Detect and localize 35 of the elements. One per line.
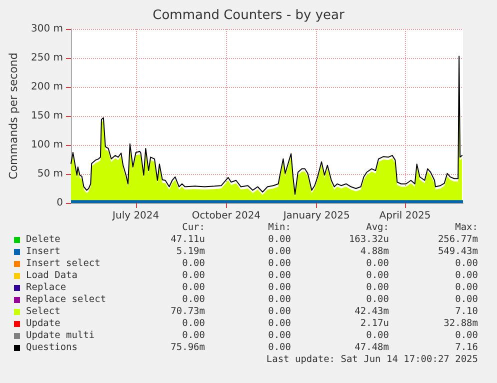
text: 0.00 0.00 0.00 0.00: [182, 282, 478, 293]
y-tick-label: 50 m: [37, 168, 63, 180]
x-tick-label: July 2024: [112, 210, 160, 222]
text: Cur: Min: Avg: Max:: [182, 222, 478, 233]
text: 47.11u 0.00 163.32u 256.77m: [170, 234, 478, 245]
x-tick-label: October 2024: [192, 210, 261, 222]
legend-label: Insert select: [26, 258, 100, 269]
legend-label: Update multi: [26, 330, 95, 341]
y-tick-label: 200 m: [30, 82, 63, 92]
text: 5.19m 0.00 4.88m 549.43m: [176, 246, 478, 257]
legend-label: Replace select: [26, 294, 106, 305]
x-tick-label: January 2025: [282, 210, 350, 222]
legend-label: Replace: [26, 282, 66, 293]
y-axis-title: Commands per second: [7, 52, 20, 180]
y-tick-label: 300 m: [30, 24, 63, 34]
text: 0.00 0.00 0.00 0.00: [182, 330, 478, 341]
text: 75.96m 0.00 47.48m 7.16: [170, 342, 478, 353]
y-tick-label: 250 m: [30, 52, 63, 64]
chart-title: Command Counters - by year: [152, 8, 345, 23]
legend-label: Load Data: [26, 270, 78, 281]
text: 0.00 0.00 0.00 0.00: [182, 270, 478, 281]
legend-label: Select: [26, 306, 60, 317]
text: Last update: Sat Jun 14 17:00:27 2025: [266, 354, 478, 365]
text: 0.00 0.00 0.00 0.00: [182, 294, 478, 305]
legend-label: Update: [26, 318, 60, 329]
legend-label: Questions: [26, 342, 78, 353]
y-tick-label: 150 m: [30, 110, 63, 122]
text: 0.00 0.00 2.17u 32.88m: [182, 318, 478, 329]
x-tick-label: April 2025: [379, 210, 431, 222]
text: 70.73m 0.00 42.43m 7.10: [170, 306, 478, 317]
legend-label: Insert: [26, 246, 60, 257]
y-tick-label: 100 m: [30, 140, 63, 150]
text: 0.00 0.00 0.00 0.00: [182, 258, 478, 269]
legend-label: Delete: [26, 234, 60, 245]
y-tick-label: 0: [56, 198, 63, 208]
